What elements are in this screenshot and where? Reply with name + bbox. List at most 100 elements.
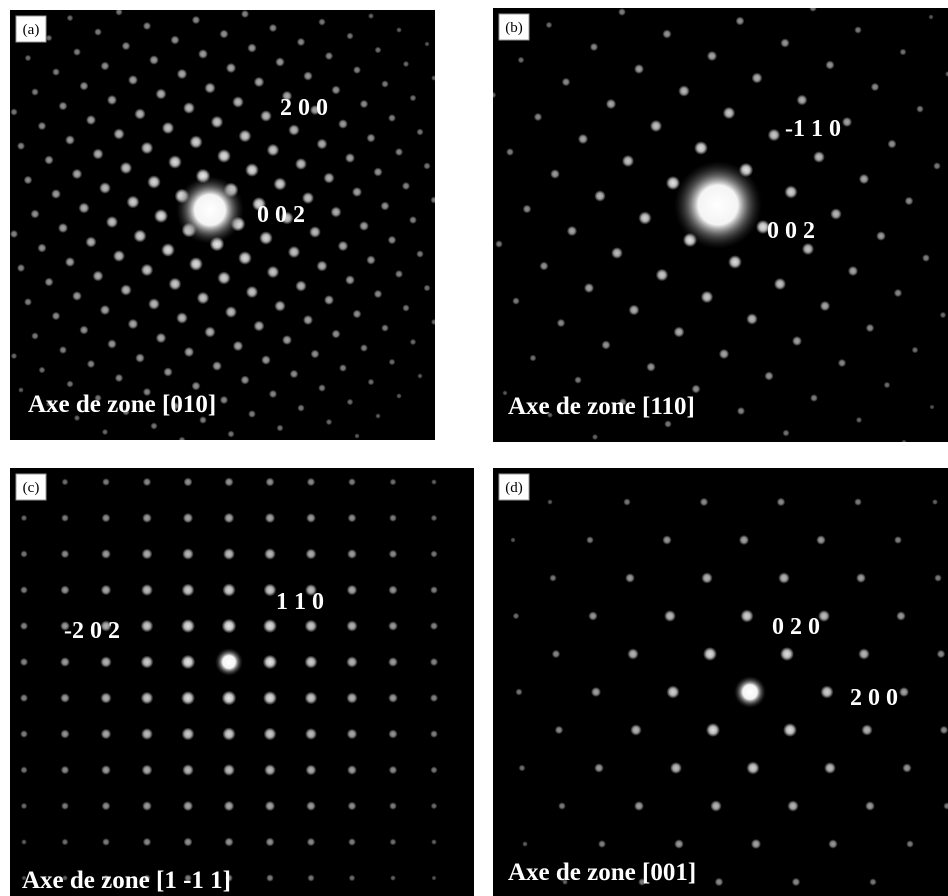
diffraction-spot bbox=[353, 310, 362, 319]
diffraction-spot bbox=[774, 278, 786, 290]
diffraction-spot bbox=[324, 295, 334, 305]
diffraction-spot bbox=[264, 764, 276, 776]
diffraction-spot bbox=[768, 129, 781, 142]
diffraction-spot bbox=[824, 762, 836, 774]
diffraction-spot bbox=[346, 620, 357, 631]
diffraction-spot bbox=[226, 63, 236, 73]
diffraction-spot bbox=[390, 839, 397, 846]
diffraction-spot bbox=[264, 728, 277, 741]
diffraction-spot bbox=[375, 47, 382, 54]
diffraction-spot bbox=[197, 292, 209, 304]
diffraction-spot bbox=[813, 151, 825, 163]
diffraction-spot bbox=[305, 656, 318, 669]
diffraction-spot bbox=[381, 80, 388, 87]
diffraction-spot bbox=[869, 878, 876, 885]
diffraction-spot bbox=[266, 838, 275, 847]
diffraction-spot bbox=[825, 60, 834, 69]
diffraction-spot bbox=[866, 324, 875, 333]
diffraction-spot bbox=[780, 38, 789, 47]
diffraction-spot bbox=[740, 609, 753, 622]
diffraction-spot bbox=[220, 30, 229, 39]
diffraction-spot bbox=[107, 339, 116, 348]
diffraction-spot bbox=[778, 572, 789, 583]
diffraction-spot bbox=[395, 270, 403, 278]
diffraction-spot bbox=[388, 585, 397, 594]
diffraction-spot bbox=[20, 622, 28, 630]
diffraction-spot bbox=[899, 687, 909, 697]
diffraction-spot bbox=[20, 730, 28, 738]
diffraction-spot bbox=[295, 158, 307, 170]
diffraction-spot bbox=[265, 513, 275, 523]
diffraction-spot bbox=[192, 16, 200, 24]
diffraction-spot bbox=[240, 375, 249, 384]
spot-label: 0 2 0 bbox=[772, 614, 820, 640]
central-beam bbox=[674, 161, 762, 249]
diffraction-spot bbox=[269, 24, 277, 32]
diffraction-spot bbox=[540, 262, 549, 271]
diffraction-spot bbox=[325, 52, 333, 60]
diffraction-spot bbox=[232, 96, 244, 108]
diffraction-spot bbox=[20, 586, 28, 594]
diffraction-spot bbox=[147, 175, 161, 189]
diffraction-spot bbox=[402, 182, 410, 190]
diffraction-spot bbox=[348, 514, 357, 523]
diffraction-spot bbox=[623, 498, 630, 505]
diffraction-spot bbox=[264, 548, 276, 560]
diffraction-spot bbox=[838, 359, 846, 367]
diffraction-spot bbox=[348, 838, 356, 846]
diffraction-spot bbox=[189, 135, 202, 148]
diffraction-spot bbox=[395, 148, 403, 156]
diffraction-spot bbox=[402, 304, 409, 311]
diffraction-spot bbox=[217, 271, 230, 284]
diffraction-spot bbox=[20, 550, 27, 557]
diffraction-spot bbox=[86, 115, 96, 125]
diffraction-spot bbox=[664, 610, 676, 622]
diffraction-spot bbox=[346, 656, 357, 667]
diffraction-spot bbox=[169, 278, 182, 291]
diffraction-spot bbox=[307, 874, 314, 881]
diffraction-spot bbox=[224, 837, 233, 846]
diffraction-spot bbox=[388, 693, 398, 703]
diffraction-spot bbox=[52, 68, 60, 76]
diffraction-spot bbox=[601, 340, 610, 349]
diffraction-spot bbox=[106, 216, 118, 228]
diffraction-spot bbox=[574, 376, 581, 383]
diffraction-spot bbox=[332, 330, 341, 339]
diffraction-spot bbox=[820, 301, 830, 311]
diffraction-spot bbox=[264, 584, 277, 597]
diffraction-spot bbox=[856, 417, 862, 423]
diffraction-spot bbox=[290, 370, 299, 379]
diffraction-spot bbox=[871, 83, 880, 92]
diffraction-spot bbox=[102, 429, 108, 435]
diffraction-spot bbox=[72, 169, 83, 180]
diffraction-spot bbox=[248, 410, 256, 418]
diffraction-spot bbox=[707, 51, 717, 61]
diffraction-spot bbox=[61, 802, 69, 810]
diffraction-spot bbox=[701, 291, 713, 303]
diffraction-spot bbox=[60, 657, 70, 667]
diffraction-spot bbox=[148, 298, 160, 310]
panel: (a)2 0 00 0 2Axe de zone [010] bbox=[10, 8, 438, 443]
diffraction-spot bbox=[424, 285, 431, 292]
panel-tag: (b) bbox=[505, 20, 523, 36]
diffraction-spot bbox=[629, 305, 640, 316]
diffraction-spot bbox=[352, 187, 362, 197]
diffraction-spot bbox=[177, 69, 187, 79]
diffraction-spot bbox=[20, 658, 28, 666]
diffraction-spot bbox=[346, 32, 353, 39]
diffraction-spot bbox=[61, 550, 70, 559]
diffraction-spot bbox=[431, 515, 437, 521]
diffraction-spot bbox=[10, 108, 17, 115]
diffraction-spot bbox=[17, 264, 25, 272]
diffraction-spot bbox=[267, 266, 279, 278]
diffraction-spot bbox=[183, 102, 195, 114]
diffraction-spot bbox=[263, 691, 277, 705]
diffraction-spot bbox=[662, 29, 671, 38]
diffraction-spot bbox=[431, 75, 437, 81]
diffraction-spot bbox=[141, 656, 154, 669]
diffraction-spot bbox=[431, 839, 437, 845]
panel-tag: (c) bbox=[23, 480, 40, 496]
diffraction-spot bbox=[888, 140, 897, 149]
